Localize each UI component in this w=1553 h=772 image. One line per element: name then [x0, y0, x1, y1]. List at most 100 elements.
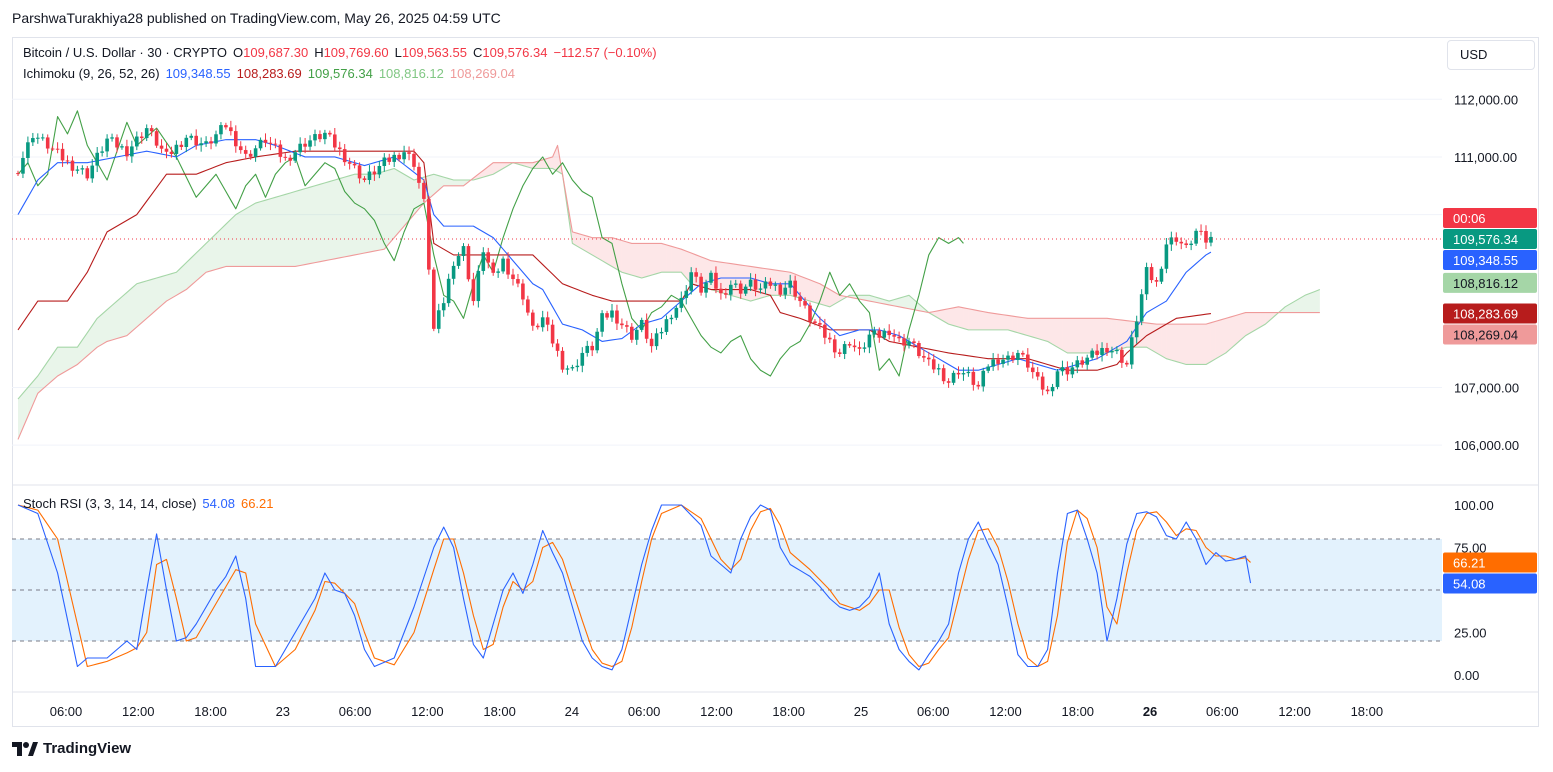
candle-body	[580, 352, 585, 366]
candle-body	[486, 252, 491, 263]
candle-body	[174, 144, 179, 154]
time-tick-label: 18:00	[194, 704, 227, 719]
cloud-segment	[1092, 318, 1098, 353]
cloud-segment	[136, 282, 142, 327]
candle-body	[550, 324, 555, 344]
candle-body	[471, 279, 476, 302]
cloud-segment	[1201, 324, 1206, 365]
open-value: 109,687.30	[243, 45, 309, 60]
candle-body	[313, 134, 317, 141]
cloud-segment	[384, 169, 390, 250]
cloud-segment	[1250, 312, 1256, 333]
candle-body	[729, 284, 733, 295]
countdown-label-bg	[1443, 208, 1537, 229]
cloud-segment	[225, 219, 231, 267]
time-tick-label: 23	[276, 704, 290, 719]
candle-body	[501, 258, 505, 272]
candle-body	[808, 305, 812, 322]
candle-body	[828, 337, 832, 340]
candle-body	[842, 344, 847, 354]
candle-body	[347, 162, 352, 164]
stoch-k-value: 54.08	[202, 496, 235, 511]
price-labels: 00:06 109,576.34 109,348.55 108,816.12 108,2…	[1443, 208, 1537, 594]
candle-body	[130, 146, 134, 157]
cloud-segment	[1171, 324, 1177, 362]
candle-body	[446, 278, 451, 304]
cloud-segment	[230, 214, 236, 267]
tradingview-logo[interactable]: TradingView	[12, 740, 131, 757]
tradingview-logo-icon	[12, 741, 38, 756]
candle-body	[164, 148, 169, 152]
candle-body	[436, 310, 441, 329]
symbol-legend[interactable]: Bitcoin / U.S. Dollar · 30 · CRYPTO O109,…	[23, 45, 663, 60]
cloud-segment	[1067, 318, 1073, 353]
candle-body	[605, 313, 609, 318]
candle-body	[610, 310, 614, 318]
candle-body	[105, 138, 109, 152]
candle-body	[902, 338, 906, 346]
cloud-segment	[1156, 324, 1162, 356]
candle-body	[684, 290, 689, 298]
cloud-segment	[869, 295, 875, 303]
candle-body	[243, 150, 248, 154]
cloud-segment	[433, 174, 439, 195]
price-chart[interactable]: 112,000.00111,000.00110,000.00107,000.00…	[12, 37, 1539, 727]
stoch-tick-label: 0.00	[1454, 668, 1479, 683]
cloud-segment	[478, 170, 484, 179]
candle-body	[966, 371, 971, 374]
candle-body	[328, 132, 332, 135]
candle-body	[298, 143, 302, 153]
candle-body	[1070, 367, 1075, 375]
cloud-segment	[82, 332, 88, 361]
candle-body	[139, 136, 144, 139]
candle-body	[892, 335, 896, 337]
price-label-bg	[1443, 250, 1537, 271]
price-label-bg	[1443, 303, 1537, 324]
candle-body	[733, 283, 738, 285]
cloud-segment	[220, 224, 226, 268]
candle-body	[877, 330, 882, 338]
cloud-segment	[280, 194, 286, 267]
cloud-segment	[374, 172, 380, 252]
cloud-segment	[324, 181, 330, 261]
candle-body	[36, 137, 40, 139]
candle-body	[719, 288, 723, 294]
currency-button[interactable]: USD	[1447, 40, 1535, 70]
cloud-segment	[260, 200, 266, 267]
candle-body	[377, 165, 382, 175]
cloud-segment	[676, 247, 682, 273]
cloud-segment	[1037, 318, 1043, 340]
price-label-bg	[1443, 324, 1537, 345]
cloud-segment	[1151, 323, 1157, 353]
cloud-segment	[651, 243, 657, 276]
candle-body	[337, 147, 342, 150]
candle-body	[199, 143, 203, 146]
candle-body	[644, 319, 649, 339]
candle-body	[803, 301, 807, 306]
cloud-segment	[1042, 318, 1048, 342]
cloud-segment	[621, 240, 627, 274]
cloud-segment	[146, 279, 152, 319]
cloud-segment	[1300, 295, 1305, 313]
candle-body	[1209, 236, 1213, 243]
cloud-segment	[1225, 316, 1231, 353]
candle-body	[45, 137, 50, 149]
ichimoku-legend[interactable]: Ichimoku (9, 26, 52, 26) 109,348.55 108,28…	[23, 66, 521, 81]
time-axis: 06:00 12:00 18:00 23 06:00 12:00 18:00 24 06:00 1…	[50, 704, 1383, 719]
stoch-legend[interactable]: Stoch RSI (3, 3, 14, 14, close) 54.08 66.2…	[23, 496, 280, 511]
cloud-segment	[379, 171, 385, 251]
cloud-segment	[275, 195, 281, 267]
candle-body	[219, 125, 223, 135]
candle-body	[941, 368, 946, 382]
cloud-segment	[1309, 291, 1315, 313]
candle-body	[659, 331, 664, 334]
time-tick-label: 12:00	[989, 704, 1022, 719]
cloud-segment	[1176, 324, 1182, 364]
cloud-segment	[240, 208, 246, 267]
cloud-segment	[542, 158, 548, 169]
cloud-segment	[52, 347, 58, 381]
candle-body	[1095, 350, 1099, 356]
candle-body	[669, 317, 674, 320]
cloud-segment	[1161, 324, 1167, 359]
cloud-segment	[988, 312, 994, 330]
